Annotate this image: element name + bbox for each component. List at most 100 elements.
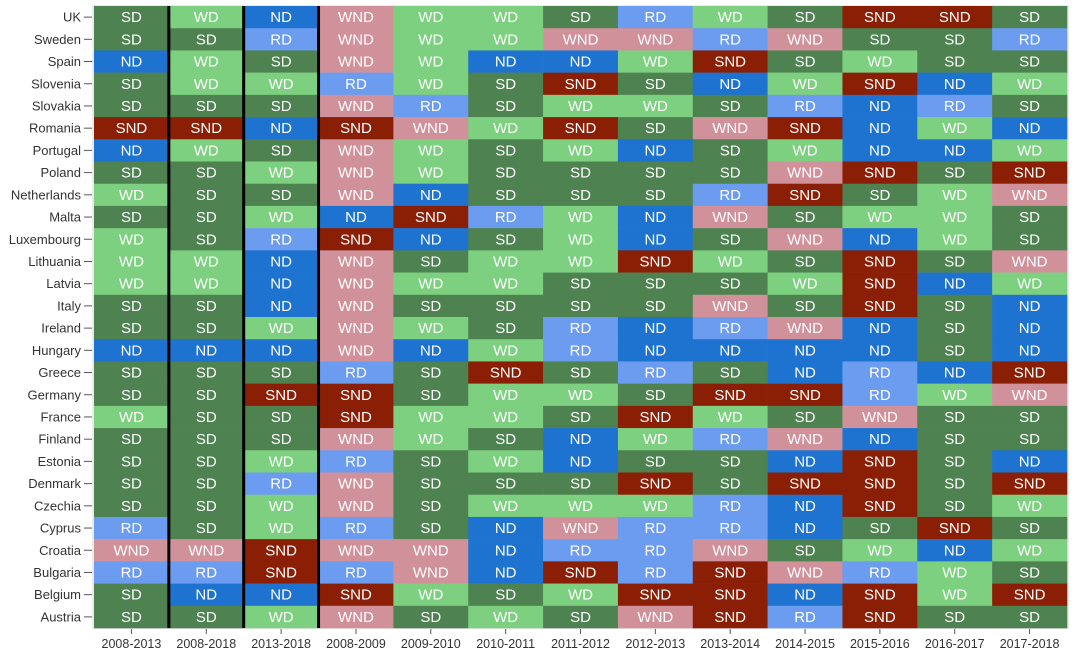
cell-value-label: WD xyxy=(942,187,967,204)
cell-value-label: SND xyxy=(864,609,896,626)
cell-value-label: SD xyxy=(1019,609,1040,626)
heatmap-cell xyxy=(94,361,170,384)
heatmap-cell xyxy=(243,228,319,251)
cell-value-label: SD xyxy=(495,76,516,93)
heatmap-cell xyxy=(168,272,244,296)
heatmap-cell xyxy=(917,605,993,629)
row-label: Hungary xyxy=(32,343,82,358)
heatmap-cell xyxy=(468,494,544,518)
cell-value-label: SD xyxy=(420,253,441,270)
heatmap-cell xyxy=(543,250,619,273)
heatmap-cell xyxy=(168,117,244,140)
cell-value-label: WND xyxy=(338,253,374,270)
cell-value-label: SD xyxy=(795,9,816,26)
heatmap-cell xyxy=(767,472,843,496)
heatmap-cell xyxy=(767,294,843,318)
heatmap-cell xyxy=(318,383,394,407)
heatmap-cell xyxy=(842,428,918,451)
heatmap-cell xyxy=(468,6,544,29)
heatmap-cell xyxy=(468,472,544,496)
heatmap-cell xyxy=(992,161,1068,185)
cell-value-label: SND xyxy=(340,231,372,248)
heatmap-cell xyxy=(94,294,170,318)
cell-value-label: RD xyxy=(719,520,741,537)
cell-value-label: SND xyxy=(864,253,896,270)
heatmap-cell xyxy=(393,6,469,29)
cell-value-label: SD xyxy=(121,453,142,470)
heatmap-cell xyxy=(543,117,619,140)
cell-value-label: WD xyxy=(418,31,443,48)
cell-value-label: SD xyxy=(720,142,741,159)
cell-value-label: WND xyxy=(1012,387,1048,404)
cell-value-label: WND xyxy=(114,542,150,559)
cell-value-label: WD xyxy=(1017,276,1042,293)
cell-value-label: WD xyxy=(643,54,668,71)
cell-value-label: WND xyxy=(338,187,374,204)
heatmap-cell xyxy=(842,605,918,629)
cell-value-label: SD xyxy=(944,320,965,337)
cell-value-label: RD xyxy=(345,365,367,382)
cell-value-label: WD xyxy=(269,165,294,182)
row-label: Ireland xyxy=(41,321,81,336)
cell-value-label: WND xyxy=(338,609,374,626)
cell-value-label: SND xyxy=(190,120,222,137)
cell-value-label: RD xyxy=(719,31,741,48)
heatmap-cell xyxy=(617,472,694,496)
row-label: Belgium xyxy=(34,587,81,602)
cell-value-label: RD xyxy=(719,320,741,337)
row-label: UK xyxy=(63,10,81,25)
heatmap-cell xyxy=(917,50,993,73)
heatmap-cell xyxy=(243,450,319,473)
cell-value-label: SD xyxy=(570,476,591,493)
cell-value-label: WND xyxy=(787,165,823,182)
cell-value-label: WD xyxy=(269,498,294,515)
heatmap-cell xyxy=(767,28,843,51)
cell-value-label: RD xyxy=(719,187,741,204)
cell-value-label: SD xyxy=(495,165,516,182)
heatmap-cell xyxy=(692,383,768,407)
cell-value-label: SD xyxy=(420,498,441,515)
heatmap-cell xyxy=(318,494,394,518)
heatmap-cell xyxy=(917,539,993,562)
heatmap-cell xyxy=(468,50,544,73)
cell-value-label: RD xyxy=(270,231,292,248)
cell-value-label: SD xyxy=(495,98,516,115)
cell-value-label: SD xyxy=(1019,520,1040,537)
cell-value-label: ND xyxy=(869,231,891,248)
heatmap-cell xyxy=(692,272,768,296)
heatmap-cell xyxy=(617,361,694,384)
heatmap-cell xyxy=(94,250,170,273)
heatmap-cell xyxy=(243,428,319,451)
heatmap-cell xyxy=(318,94,394,118)
cell-value-label: WD xyxy=(493,453,518,470)
cell-value-label: SD xyxy=(121,587,142,604)
heatmap-cell xyxy=(243,272,319,296)
cell-value-label: SND xyxy=(864,276,896,293)
cell-value-label: WND xyxy=(862,409,898,426)
cell-value-label: ND xyxy=(1019,342,1041,359)
cell-value-label: SD xyxy=(944,31,965,48)
heatmap-cell xyxy=(767,539,843,562)
heatmap-cell xyxy=(94,539,170,562)
heatmap-cell xyxy=(168,339,244,362)
cell-value-label: WD xyxy=(493,120,518,137)
heatmap-cell xyxy=(842,72,918,96)
heatmap-cell xyxy=(168,583,244,607)
heatmap-cell xyxy=(842,339,918,362)
cell-value-label: SD xyxy=(121,165,142,182)
cell-value-label: SD xyxy=(271,187,292,204)
cell-value-label: ND xyxy=(944,76,966,93)
heatmap-cell xyxy=(617,539,694,562)
cell-value-label: SD xyxy=(944,476,965,493)
cell-value-label: RD xyxy=(495,209,517,226)
heatmap-cell xyxy=(992,339,1068,362)
cell-value-label: ND xyxy=(570,453,592,470)
heatmap-cell xyxy=(94,117,170,140)
heatmap-cell xyxy=(992,272,1068,296)
heatmap-cell xyxy=(917,472,993,496)
column-label-layer: 2008-2013 2008-2018 2013-2018 2008-2009 2009… xyxy=(102,629,1060,651)
heatmap-cell xyxy=(393,516,469,540)
heatmap-cell xyxy=(94,605,170,629)
heatmap-cell xyxy=(842,272,918,296)
cell-value-label: ND xyxy=(869,320,891,337)
